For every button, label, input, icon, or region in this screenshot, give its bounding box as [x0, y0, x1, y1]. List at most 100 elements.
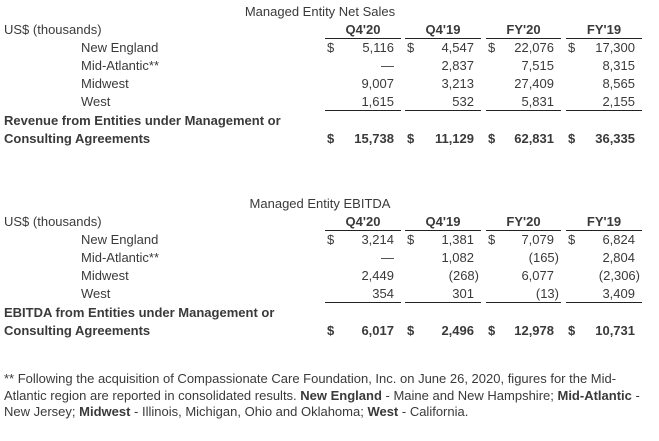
value: 6,077 [521, 268, 554, 283]
value: — [381, 58, 394, 73]
table-row: West 354 301 (13) 3,409 [0, 285, 659, 303]
value: 3,214 [361, 232, 394, 247]
currency-symbol: $ [568, 323, 576, 338]
header-row: US$ (thousands) Q4'20 Q4'19 FY'20 FY'19 [0, 21, 659, 39]
value-cell: $5,116 [325, 39, 401, 57]
currency-symbol: $ [488, 40, 496, 55]
value: 6,824 [602, 232, 635, 247]
total-value: 12,978 [514, 323, 554, 338]
value-cell: 2,804 [566, 249, 642, 267]
value: 9,007 [361, 76, 394, 91]
value-cell: 354 [325, 285, 401, 303]
value: (2,306) [598, 268, 640, 283]
value-cell: 2,449 [325, 267, 401, 285]
value-cell: (268) [405, 267, 481, 285]
footnote-text: - Maine and New Hampshire; [381, 387, 558, 403]
row-label: Mid-Atlantic** [81, 250, 160, 265]
value-cell: 1,082 [405, 249, 481, 267]
footnote-west: West [367, 404, 399, 419]
row-label: Midwest [81, 268, 129, 283]
footnote-midwest: Midwest [79, 404, 131, 419]
value: (13) [535, 286, 559, 301]
footnote-text: - California. [398, 404, 469, 419]
unit-label: US$ (thousands) [4, 214, 102, 229]
value-cell: 2,837 [405, 57, 481, 75]
currency-symbol: $ [488, 232, 496, 247]
value-cell: — [325, 249, 401, 267]
currency-symbol: $ [568, 232, 576, 247]
value: 1,381 [441, 232, 474, 247]
value: — [381, 250, 394, 265]
value-cell: 9,007 [325, 75, 401, 93]
value: 2,449 [361, 268, 394, 283]
total-value: 6,017 [361, 323, 394, 338]
currency-symbol: $ [407, 232, 415, 247]
total-value: 11,129 [434, 131, 474, 146]
column-header: FY'20 [486, 21, 561, 39]
total-cell: $2,496 [405, 322, 481, 340]
value: (268) [448, 268, 479, 283]
currency-symbol: $ [327, 131, 335, 146]
row-label: New England [81, 40, 159, 55]
value: 8,315 [602, 58, 635, 73]
row-label: West [81, 286, 111, 301]
value-cell: 8,565 [566, 75, 642, 93]
value-cell: 3,409 [566, 285, 642, 303]
value: 7,515 [521, 58, 554, 73]
value: 5,831 [521, 94, 554, 109]
currency-symbol: $ [407, 40, 415, 55]
value-cell: $17,300 [566, 39, 642, 57]
value-cell: $3,214 [325, 231, 401, 249]
total-label-row: EBITDA from Entities under Management or [0, 304, 659, 322]
currency-symbol: $ [407, 323, 415, 338]
value-cell: 2,155 [566, 93, 642, 111]
table-row: Mid-Atlantic** — 2,837 7,515 8,315 [0, 57, 659, 75]
total-cell: $6,017 [325, 322, 401, 340]
value: 1,615 [361, 94, 394, 109]
value-cell: $22,076 [486, 39, 561, 57]
column-header: FY'20 [486, 213, 561, 231]
row-label: West [81, 94, 111, 109]
value: 532 [452, 94, 474, 109]
currency-symbol: $ [488, 323, 496, 338]
value: 1,082 [441, 250, 474, 265]
value: 2,155 [602, 94, 635, 109]
currency-symbol: $ [488, 131, 496, 146]
total-label-line2: Consulting Agreements [4, 323, 151, 338]
value: 7,079 [521, 232, 554, 247]
table-row: Midwest 2,449 (268) 6,077 (2,306) [0, 267, 659, 285]
total-label-line2: Consulting Agreements [4, 131, 151, 146]
unit-label: US$ (thousands) [4, 22, 102, 37]
total-value: 62,831 [514, 131, 554, 146]
value-cell: 6,077 [486, 267, 561, 285]
value-cell: — [325, 57, 401, 75]
value-cell: 532 [405, 93, 481, 111]
column-header: Q4'20 [325, 21, 401, 39]
value: 22,076 [514, 40, 554, 55]
value: 4,547 [441, 40, 474, 55]
footnote-text: - New Jersey; [4, 387, 640, 420]
currency-symbol: $ [327, 323, 335, 338]
total-cell: $15,738 [325, 130, 401, 148]
total-cell: $36,335 [566, 130, 642, 148]
value: 8,565 [602, 76, 635, 91]
value-cell: $1,381 [405, 231, 481, 249]
value-cell: (165) [486, 249, 561, 267]
value-cell: (13) [486, 285, 561, 303]
value: (165) [528, 250, 559, 265]
value: 3,213 [441, 76, 474, 91]
footnote-intro: ** Following the acquisition of Compassi… [4, 371, 617, 403]
value-cell: 7,515 [486, 57, 561, 75]
total-row: Consulting Agreements $15,738 $11,129 $62,8… [0, 130, 659, 148]
column-header: FY'19 [566, 213, 642, 231]
value: 17,300 [595, 40, 635, 55]
total-cell: $10,731 [566, 322, 642, 340]
total-cell: $11,129 [405, 130, 481, 148]
value-cell: 1,615 [325, 93, 401, 111]
row-label: Midwest [81, 76, 129, 91]
value-cell: $7,079 [486, 231, 561, 249]
value: 3,409 [602, 286, 635, 301]
currency-symbol: $ [568, 40, 576, 55]
value: 2,804 [602, 250, 635, 265]
total-row: Consulting Agreements $6,017 $2,496 $12,978… [0, 322, 659, 340]
